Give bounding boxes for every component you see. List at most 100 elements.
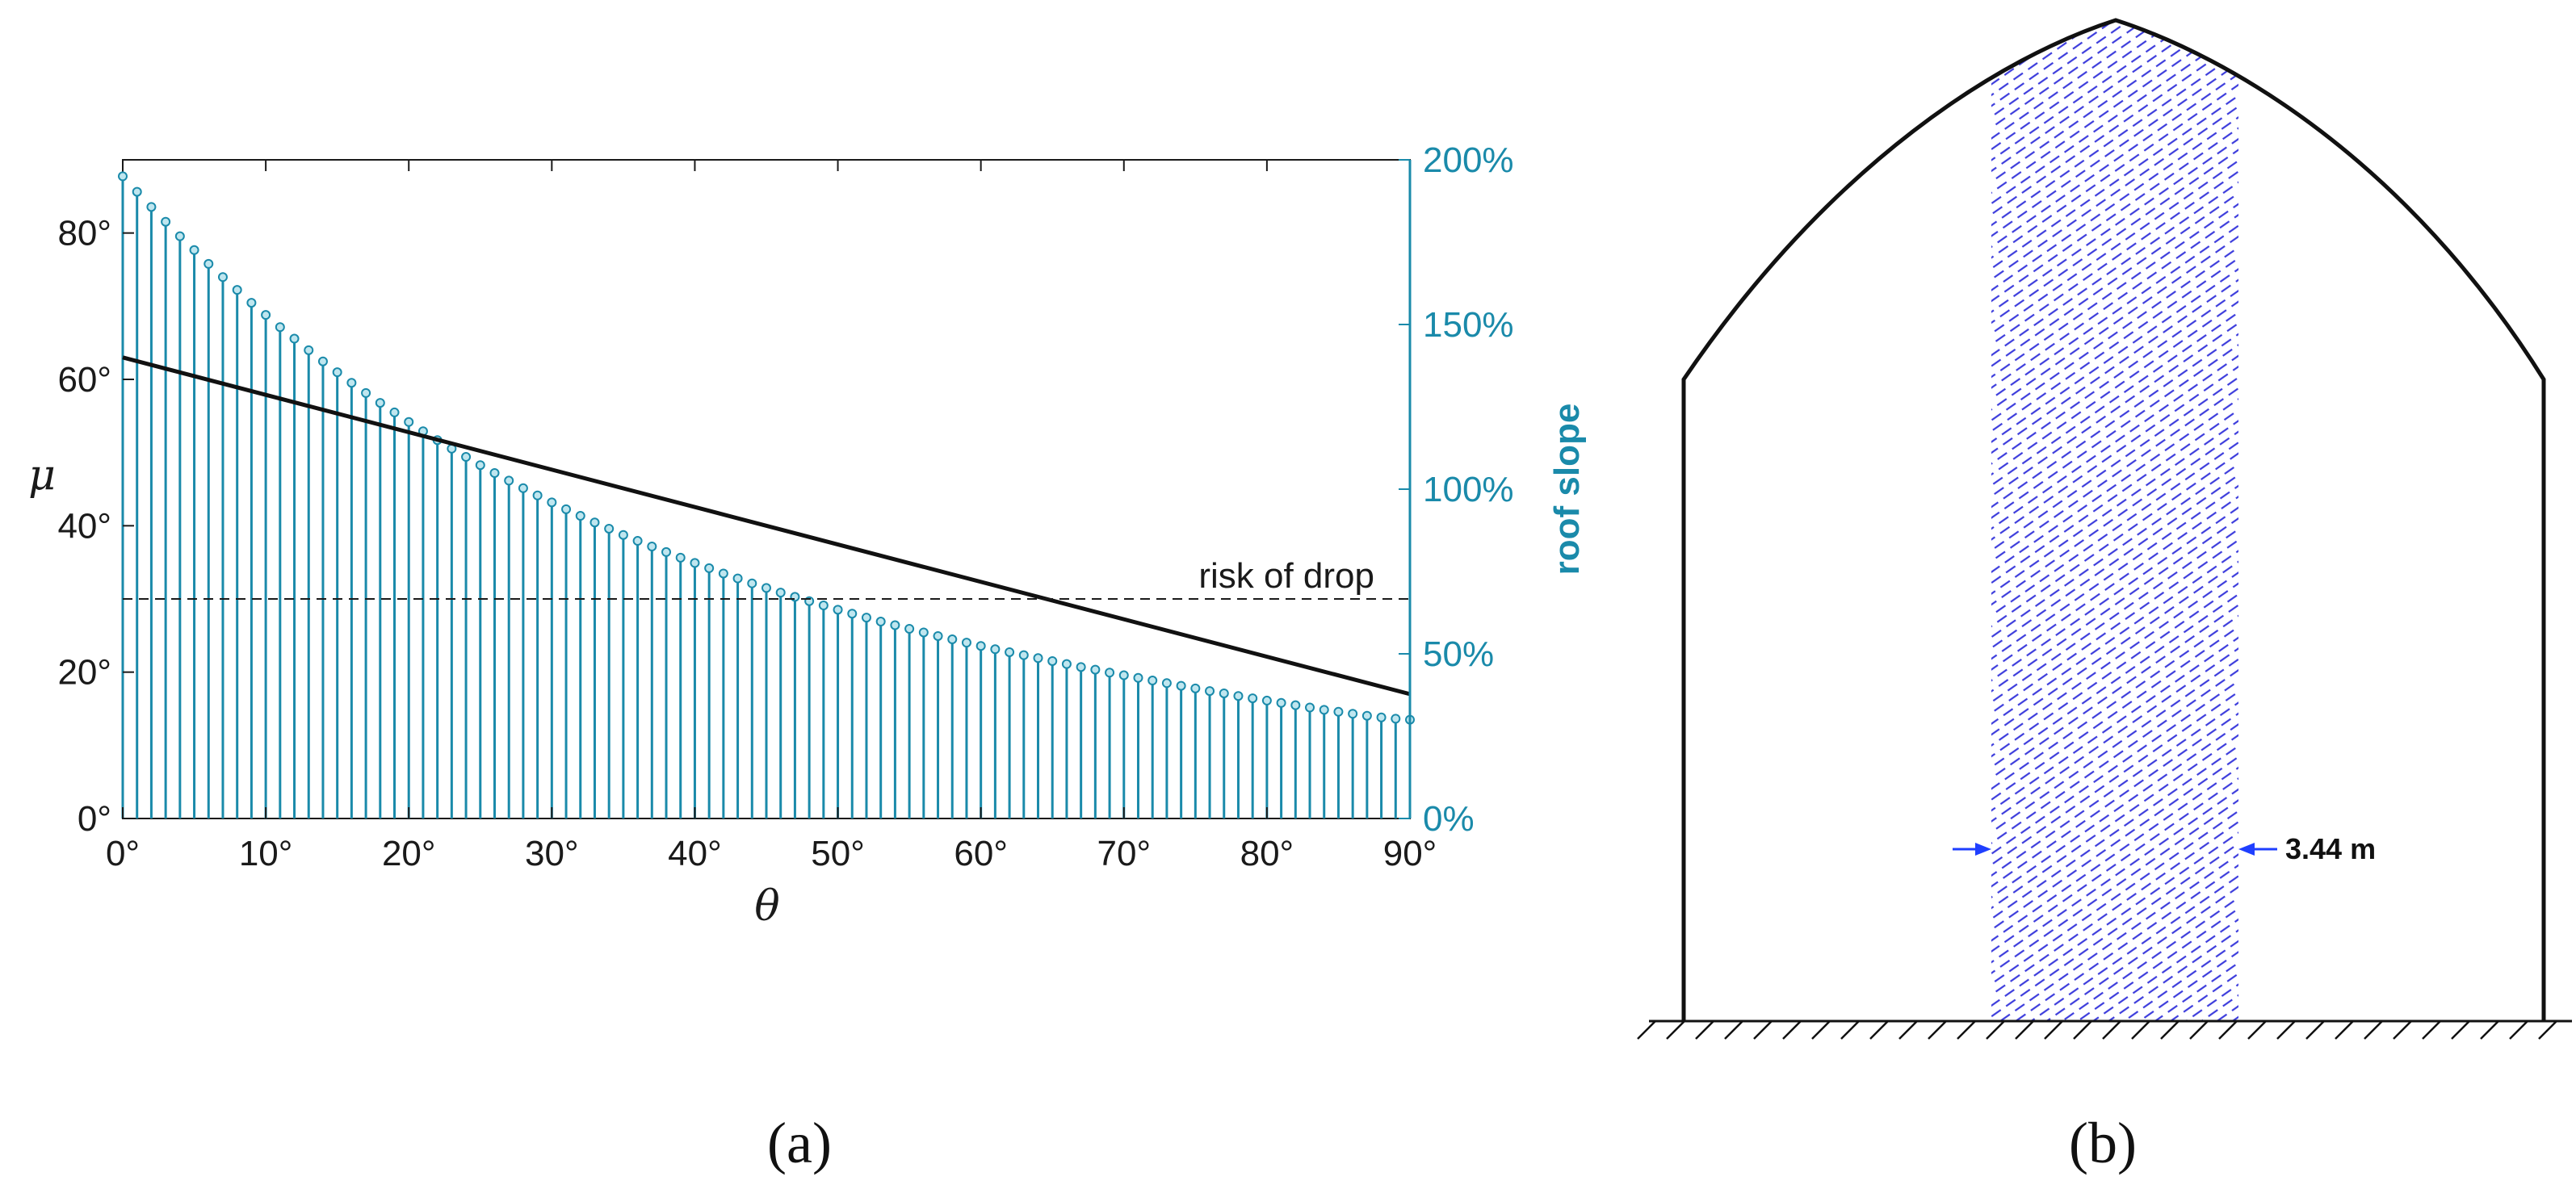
y-axis-label: μ [28, 451, 56, 500]
stem-marker [275, 322, 285, 333]
stem-marker [389, 407, 400, 417]
mu-line [122, 355, 1411, 697]
stem-marker [818, 601, 829, 611]
stem-marker [246, 298, 257, 308]
ground-hatch-mark [1986, 1020, 2005, 1040]
x-tick-label: 20° [382, 834, 436, 873]
ground-hatch-mark [1811, 1020, 1831, 1040]
stem-marker [861, 613, 871, 623]
stem-marker [847, 609, 858, 619]
ground-hatch-mark [2247, 1020, 2267, 1040]
stem-marker [1133, 672, 1143, 683]
stem-marker [232, 285, 242, 295]
stem-marker [1305, 702, 1315, 713]
risk-of-drop-label: risk of drop [1198, 556, 1374, 596]
stem-marker [618, 530, 628, 540]
stem-marker [1205, 686, 1215, 697]
ground-hatch-mark [1695, 1020, 1714, 1040]
y-tick-label: 20° [57, 653, 111, 693]
stem-marker [1005, 647, 1015, 657]
stem-marker [761, 583, 771, 593]
ground-hatch-mark [2509, 1020, 2528, 1040]
stem-marker [647, 541, 657, 551]
stem-marker [1333, 706, 1344, 717]
stem-marker [547, 497, 557, 508]
ground-hatch-mark [1666, 1020, 1685, 1040]
stem-marker [261, 310, 271, 320]
stem-marker [961, 638, 971, 648]
ground-hatch-mark [2189, 1020, 2209, 1040]
stem-marker [1033, 653, 1043, 664]
stem-marker [975, 641, 986, 651]
stem-marker [661, 546, 672, 557]
stem-marker [1248, 693, 1258, 704]
stem-marker [404, 417, 414, 427]
y-tick-label: 80° [57, 214, 111, 253]
ground-hatch-mark [2451, 1020, 2470, 1040]
stem-marker [1061, 659, 1072, 669]
stem-marker [489, 468, 500, 479]
x-tick-label: 50° [811, 834, 865, 873]
x-tick-label: 80° [1240, 834, 1294, 873]
stem-marker [1147, 676, 1158, 686]
y2-tick-label: 50% [1423, 634, 1494, 674]
ground-hatch-mark [2131, 1020, 2150, 1040]
ground-hatch-mark [1782, 1020, 1802, 1040]
stem-marker [1348, 709, 1358, 719]
y2-tick-label: 100% [1423, 470, 1514, 509]
y-tick-label: 60° [57, 360, 111, 400]
stem-marker [1047, 655, 1058, 666]
x-tick-label: 30° [525, 834, 579, 873]
stem-marker [604, 523, 615, 534]
stem-marker [1190, 683, 1201, 693]
stem-marker [346, 378, 357, 388]
ground-hatch-mark [2102, 1020, 2121, 1040]
ground-hatch-mark [1840, 1020, 1860, 1040]
ground-hatch-mark [2393, 1020, 2412, 1040]
ground-hatch-mark [2422, 1020, 2441, 1040]
arch-outline [1681, 18, 2546, 1021]
stem-marker [1290, 700, 1301, 710]
y2-tick-label: 200% [1423, 140, 1514, 180]
ground-hatch-mark [2480, 1020, 2499, 1040]
stem-series [118, 171, 1415, 818]
stem-marker [189, 245, 199, 255]
y-tick-label: 40° [57, 506, 111, 546]
stem-marker [174, 231, 185, 241]
stem-marker [504, 475, 514, 486]
stem-marker [332, 367, 342, 378]
stem-marker [475, 460, 485, 471]
y-tick-label: 0° [78, 799, 111, 839]
panel-a: risk of drop 0° 10° 20° 30° 40° 50° 60° 70° 80° 9… [28, 140, 1587, 1175]
stem-marker [775, 588, 786, 598]
stem-marker [947, 634, 958, 645]
ground-hatch-mark [2305, 1020, 2325, 1040]
stem-marker [289, 333, 300, 344]
stem-marker [904, 623, 915, 634]
stem-marker [1319, 705, 1329, 715]
stem-marker [933, 630, 943, 641]
panel-label-b: (b) [2069, 1111, 2137, 1175]
stem-marker [1076, 662, 1086, 672]
ground-hatch-mark [1637, 1020, 1656, 1040]
stem-marker [918, 627, 929, 638]
ground-hatch-mark [2335, 1020, 2354, 1040]
x-tick-label: 10° [239, 834, 293, 873]
stem-marker [561, 504, 572, 514]
y2-tick-label: 150% [1423, 305, 1514, 345]
stem-marker [890, 620, 900, 630]
stem-marker [518, 483, 528, 493]
ground-hatch-mark [1957, 1020, 1976, 1040]
stem-marker [132, 186, 142, 197]
stem-marker [632, 536, 643, 546]
panel-b: 3.44 m (b) [1637, 18, 2572, 1175]
stem-marker [1391, 714, 1401, 724]
dimension-arrow-left [1953, 843, 1991, 856]
stem-marker [718, 568, 728, 579]
stem-marker [575, 511, 585, 521]
stem-marker [304, 345, 314, 355]
stem-marker [690, 558, 700, 568]
stem-marker [375, 398, 385, 408]
stem-marker [1261, 695, 1272, 705]
stem-marker [1161, 678, 1172, 689]
